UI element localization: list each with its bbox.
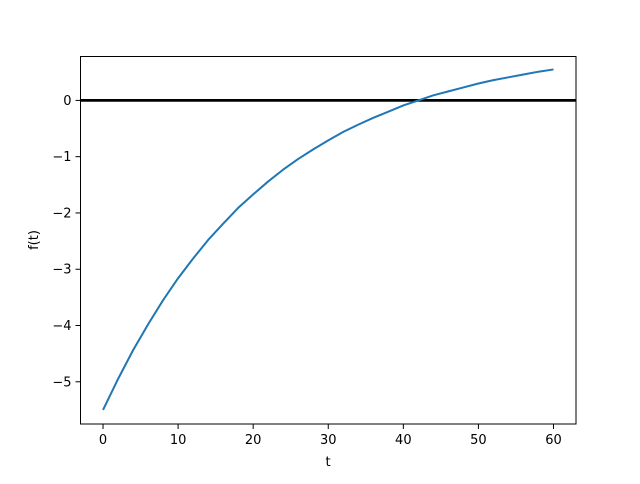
x-axis-label: t: [325, 455, 330, 470]
plot-frame: [80, 56, 577, 425]
y-axis-label: f(t): [27, 230, 42, 250]
y-tick-label: −1: [52, 150, 71, 165]
x-tick-label: 50: [470, 433, 487, 448]
x-tick-label: 60: [545, 433, 562, 448]
series-line: [102, 68, 554, 411]
y-tick-label: 0: [63, 94, 71, 109]
plot-area: 0 10 20 30 40 50 60 0 −1 −2 −3 −4 −5: [52, 56, 577, 448]
x-tick-label: 40: [395, 433, 412, 448]
y-tick-label: −3: [52, 263, 71, 278]
x-tick-label: 20: [245, 433, 262, 448]
y-tick-label: −5: [52, 375, 71, 390]
y-tick-label: −4: [52, 319, 71, 334]
x-tick-label: 0: [99, 433, 107, 448]
x-tick-label: 30: [320, 433, 337, 448]
y-tick-label: −2: [52, 206, 71, 221]
x-tick-label: 10: [170, 433, 187, 448]
